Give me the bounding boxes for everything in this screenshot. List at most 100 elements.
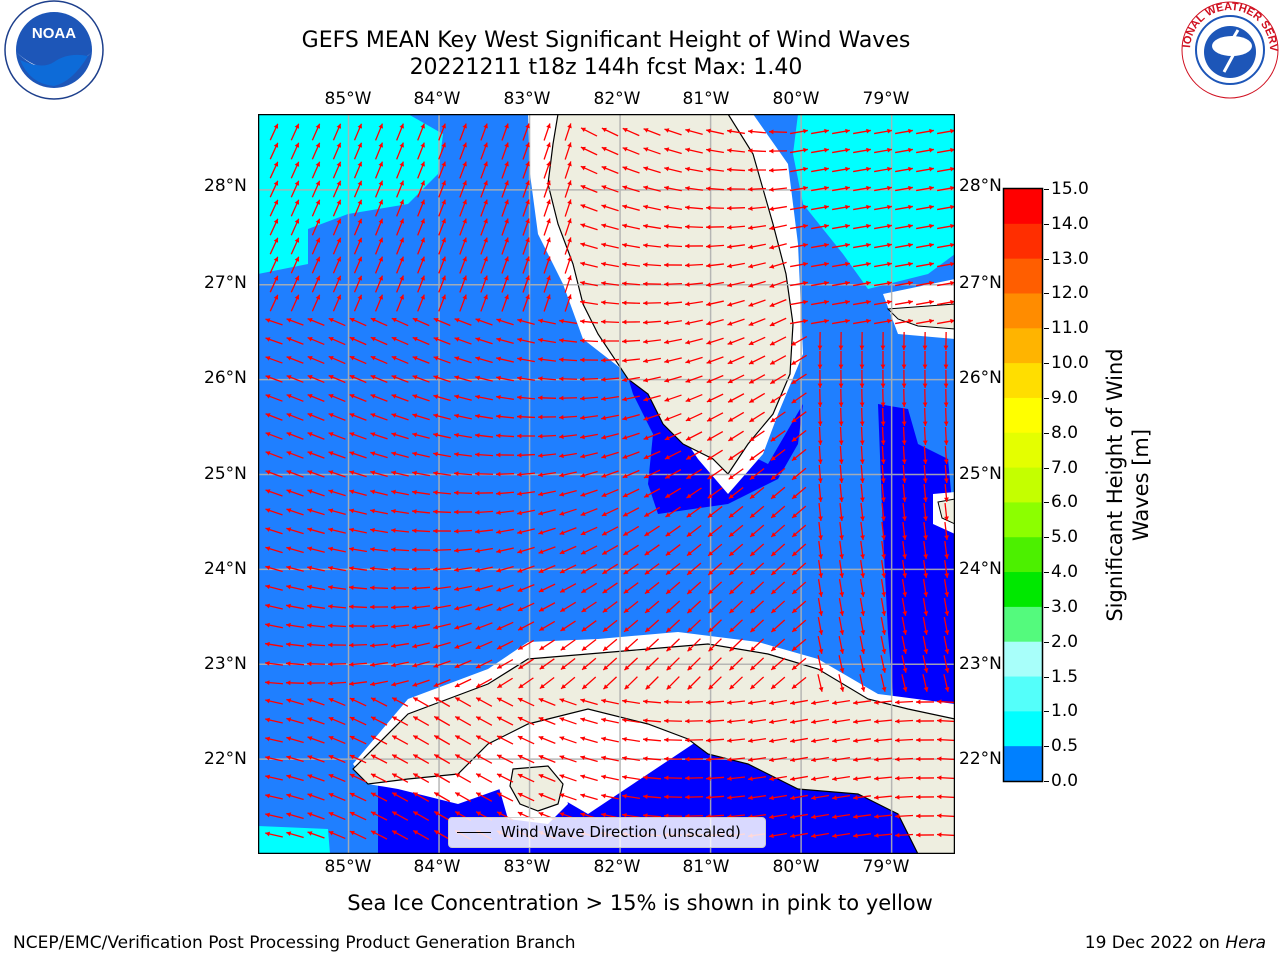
wave-direction-arrow — [580, 793, 598, 801]
wave-direction-arrow — [391, 394, 409, 402]
wave-direction-arrow — [622, 717, 640, 723]
wave-direction-arrow — [496, 356, 514, 363]
wave-direction-arrow — [902, 502, 907, 522]
wave-direction-arrow — [874, 261, 892, 268]
wave-direction-arrow — [817, 407, 823, 427]
wave-direction-arrow — [307, 432, 325, 440]
wave-direction-arrow — [495, 510, 515, 515]
wave-direction-arrow — [622, 242, 640, 249]
credit-host: Hera — [1225, 933, 1266, 953]
wave-direction-arrow — [412, 413, 430, 421]
wave-direction-arrow — [817, 579, 824, 597]
wave-direction-arrow — [517, 735, 535, 745]
wave-direction-arrow — [922, 598, 929, 616]
wave-direction-arrow — [706, 147, 724, 154]
wave-direction-arrow — [748, 355, 766, 365]
wave-direction-arrow — [894, 699, 914, 705]
wave-direction-arrow — [748, 795, 766, 801]
wave-direction-arrow — [559, 508, 577, 516]
wave-direction-arrow — [728, 581, 744, 595]
wave-direction-arrow — [769, 373, 787, 385]
wave-direction-arrow — [707, 543, 723, 557]
wave-direction-arrow — [769, 775, 787, 782]
wave-direction-arrow — [475, 547, 493, 554]
wave-direction-arrow — [729, 657, 743, 671]
wave-direction-arrow — [501, 199, 509, 217]
wave-direction-arrow — [290, 237, 300, 255]
wave-direction-arrow — [286, 489, 304, 497]
wave-direction-arrow — [537, 395, 557, 401]
colorbar-tick-label: 10.0 — [1051, 353, 1089, 374]
wave-direction-arrow — [838, 655, 845, 673]
wave-direction-arrow — [370, 680, 388, 687]
wave-direction-arrow — [433, 753, 451, 765]
wave-direction-arrow — [943, 388, 949, 408]
wave-direction-arrow — [706, 374, 724, 384]
wave-direction-arrow — [391, 642, 409, 649]
wave-direction-arrow — [936, 737, 955, 743]
wave-direction-arrow — [353, 199, 363, 217]
wave-direction-arrow — [475, 413, 493, 420]
wave-direction-arrow — [664, 357, 682, 364]
wave-direction-arrow — [433, 604, 451, 611]
wave-direction-arrow — [417, 161, 425, 179]
wave-direction-arrow — [895, 128, 913, 135]
wave-direction-arrow — [790, 223, 808, 230]
wave-direction-arrow — [790, 813, 808, 820]
wave-direction-arrow — [286, 584, 304, 591]
wave-direction-arrow — [475, 394, 493, 401]
wave-direction-arrow — [480, 275, 488, 293]
wave-direction-arrow — [265, 698, 283, 705]
wave-direction-arrow — [790, 147, 808, 154]
colorbar-tick — [1044, 363, 1049, 365]
wave-direction-arrow — [937, 185, 955, 192]
wave-direction-arrow — [374, 123, 384, 141]
wave-direction-arrow — [579, 357, 599, 363]
wave-direction-arrow — [684, 756, 704, 762]
wave-direction-arrow — [770, 638, 786, 652]
wave-direction-arrow — [664, 204, 682, 210]
wave-direction-arrow — [601, 185, 619, 193]
wave-direction-arrow — [349, 413, 367, 421]
wave-direction-arrow — [539, 639, 555, 651]
wave-direction-arrow — [286, 413, 304, 421]
wave-direction-arrow — [622, 127, 640, 137]
wave-direction-arrow — [396, 142, 404, 160]
wave-direction-arrow — [859, 464, 865, 484]
wave-direction-arrow — [370, 355, 388, 365]
wave-direction-arrow — [411, 509, 431, 514]
wave-direction-arrow — [684, 718, 704, 724]
wave-direction-arrow — [705, 756, 725, 762]
wave-direction-arrow — [602, 601, 618, 613]
wave-direction-arrow — [852, 776, 872, 781]
wave-direction-arrow — [501, 275, 509, 293]
wave-direction-arrow — [937, 242, 955, 249]
wave-direction-arrow — [286, 793, 304, 801]
wave-direction-arrow — [328, 735, 346, 745]
wave-direction-arrow — [684, 737, 704, 743]
wave-direction-arrow — [328, 489, 346, 497]
wave-direction-arrow — [707, 562, 723, 576]
wave-direction-arrow — [880, 369, 886, 389]
wave-direction-arrow — [328, 317, 346, 327]
wave-direction-arrow — [601, 261, 619, 268]
wave-direction-arrow — [943, 617, 950, 635]
wave-direction-arrow — [496, 773, 514, 783]
wave-direction-arrow — [664, 375, 682, 383]
colorbar-segment — [1004, 397, 1042, 434]
wave-direction-arrow — [859, 617, 866, 635]
wave-direction-arrow — [475, 356, 493, 364]
wave-direction-arrow — [290, 123, 300, 141]
wave-direction-arrow — [348, 604, 368, 610]
wave-direction-arrow — [454, 375, 472, 383]
wave-direction-arrow — [332, 218, 342, 236]
wave-direction-arrow — [601, 204, 619, 212]
colorbar-tick — [1044, 258, 1049, 260]
wave-direction-arrow — [727, 318, 745, 326]
wave-direction-arrow — [433, 641, 451, 649]
wave-direction-arrow — [559, 545, 577, 555]
wave-direction-arrow — [328, 336, 346, 346]
wave-direction-arrow — [881, 483, 886, 503]
wave-direction-arrow — [265, 394, 283, 402]
wave-direction-arrow — [602, 638, 618, 652]
